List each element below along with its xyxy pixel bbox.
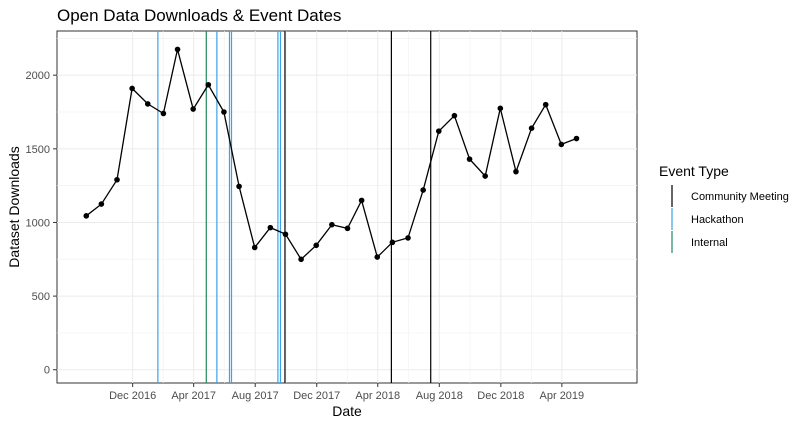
- y-tick-label: 1000: [26, 217, 50, 229]
- x-tick-label: Dec 2017: [293, 390, 340, 402]
- y-tick-label: 500: [32, 291, 50, 303]
- data-point: [298, 256, 304, 263]
- data-point: [451, 112, 458, 119]
- data-point: [573, 135, 580, 142]
- data-point: [205, 81, 212, 88]
- data-point: [497, 105, 504, 112]
- data-point: [267, 224, 274, 231]
- x-tick-label: Dec 2018: [477, 390, 524, 402]
- data-point: [83, 213, 90, 219]
- y-tick-label: 2000: [26, 70, 50, 82]
- x-tick-label: Dec 2016: [109, 390, 156, 402]
- legend-label: Internal: [691, 237, 728, 249]
- data-point: [221, 109, 227, 115]
- axes: 0 500 1000 1500 2000 Dec 2016 Apr 2017 Aug 2017…: [26, 70, 585, 402]
- legend: Event Type Community Meeting Hackathon Int…: [659, 163, 789, 253]
- data-point: [160, 110, 167, 117]
- x-tick-label: Apr 2017: [171, 390, 216, 402]
- y-tick-label: 1500: [26, 144, 50, 156]
- y-tick-label: 0: [44, 365, 50, 377]
- data-point: [144, 101, 151, 107]
- data-point: [389, 239, 396, 246]
- data-point: [558, 141, 565, 148]
- data-point: [513, 168, 519, 175]
- data-point: [190, 106, 196, 112]
- chart-title: Open Data Downloads & Event Dates: [57, 6, 341, 25]
- data-point: [542, 101, 549, 108]
- y-axis-title: Dataset Downloads: [6, 146, 22, 267]
- data-point: [420, 187, 426, 193]
- series-layer: [83, 46, 580, 263]
- legend-label: Community Meeting: [691, 191, 789, 203]
- data-point: [282, 231, 289, 238]
- x-tick-label: Aug 2018: [416, 390, 463, 402]
- data-point: [251, 244, 258, 251]
- data-point: [358, 197, 365, 204]
- data-point: [313, 242, 320, 249]
- data-point: [528, 125, 535, 132]
- legend-label: Hackathon: [691, 214, 744, 226]
- x-axis-title: Date: [332, 403, 362, 419]
- data-point: [482, 173, 488, 179]
- data-point: [236, 183, 242, 190]
- grid-lines: [57, 31, 637, 383]
- x-tick-label: Apr 2019: [540, 390, 585, 402]
- legend-items: Community Meeting Hackathon Internal: [671, 185, 789, 253]
- data-point: [129, 85, 135, 92]
- data-point: [435, 128, 442, 134]
- data-point: [405, 235, 411, 241]
- data-point: [344, 225, 351, 232]
- data-point: [114, 176, 120, 183]
- event-lines: [157, 31, 432, 383]
- data-point: [174, 46, 181, 53]
- data-point: [98, 201, 105, 207]
- data-point: [374, 254, 381, 260]
- legend-title: Event Type: [659, 163, 729, 179]
- data-point: [329, 221, 335, 228]
- x-tick-label: Aug 2017: [232, 390, 279, 402]
- x-tick-label: Apr 2018: [355, 390, 400, 402]
- data-point: [466, 156, 473, 162]
